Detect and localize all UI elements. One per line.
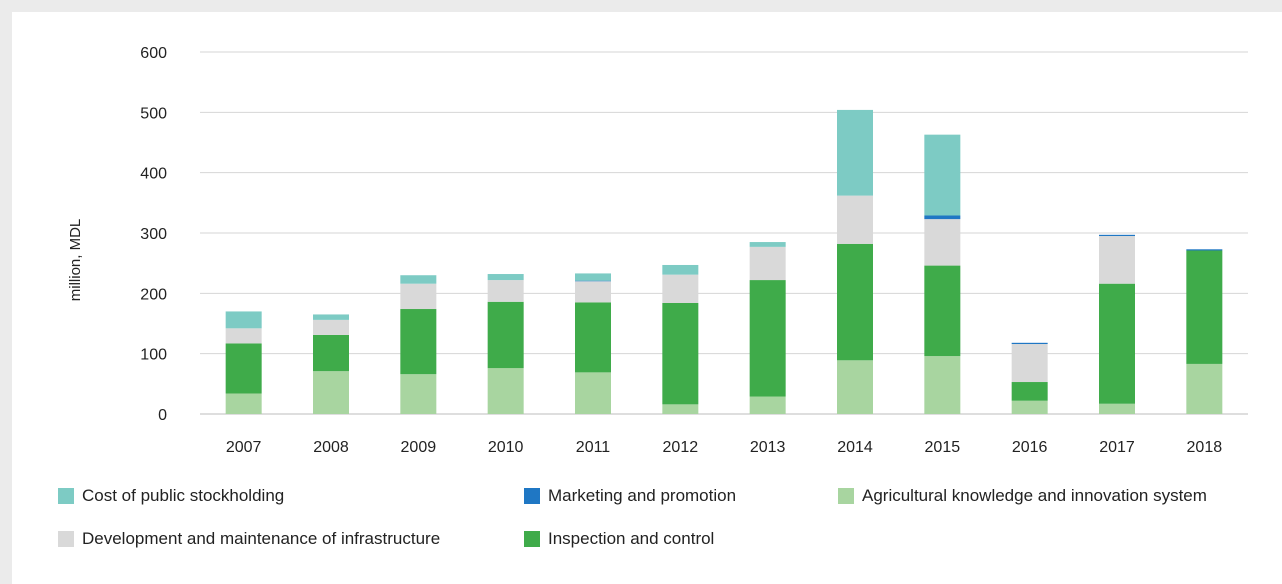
y-axis-title: million, MDL: [67, 219, 84, 302]
x-tick-label-2017: 2017: [1099, 439, 1135, 456]
bar-2007-cost-of-public-stockholding: [225, 311, 262, 329]
bar-2011-agricultural-knowledge-and-innovation-system: [575, 372, 611, 414]
bar-2011-inspection-and-control: [575, 302, 611, 373]
bar-2011-marketing-and-promotion: [575, 280, 611, 282]
bar-2014-development-and-maintenance-of-infrastructure: [837, 195, 873, 244]
bar-2008-inspection-and-control: [313, 334, 349, 372]
y-tick-label-100: 100: [140, 347, 167, 364]
bar-2012-development-and-maintenance-of-infrastructure: [662, 274, 699, 303]
grid-lines: [200, 51, 1248, 415]
x-tick-label-2008: 2008: [313, 439, 349, 456]
bar-2015-cost-of-public-stockholding: [924, 134, 961, 216]
x-tick-label-2010: 2010: [488, 439, 524, 456]
bar-2017-inspection-and-control: [1099, 283, 1135, 404]
x-tick-label-2016: 2016: [1012, 439, 1048, 456]
y-tick-label-300: 300: [140, 226, 167, 243]
bar-2009-agricultural-knowledge-and-innovation-system: [400, 374, 437, 414]
bar-2008-development-and-maintenance-of-infrastructure: [313, 319, 349, 335]
x-tick-label-2018: 2018: [1187, 439, 1223, 456]
chart-svg: 0 100 200 300 400 500 600 2007 2008 2009 2010 2011…: [67, 45, 1248, 456]
x-tick-label-2015: 2015: [925, 439, 961, 456]
y-tick-labels: 0 100 200 300 400 500 600: [140, 45, 167, 424]
bars: [225, 109, 1223, 414]
bar-2012-cost-of-public-stockholding: [662, 264, 699, 275]
y-tick-label-600: 600: [140, 45, 167, 62]
bar-2015-marketing-and-promotion: [924, 215, 961, 220]
bar-2013-cost-of-public-stockholding: [749, 242, 786, 247]
bar-2018-marketing-and-promotion: [1186, 249, 1223, 251]
bar-2016-marketing-and-promotion: [1011, 342, 1048, 345]
bar-2017-marketing-and-promotion: [1099, 234, 1135, 237]
x-tick-labels: 2007 2008 2009 2010 2011 2012 2013 2014 2015 2016…: [226, 439, 1222, 456]
bar-2009-cost-of-public-stockholding: [400, 275, 437, 284]
bar-2010-agricultural-knowledge-and-innovation-system: [487, 368, 524, 414]
bar-2010-development-and-maintenance-of-infrastructure: [487, 280, 524, 302]
bar-2014-agricultural-knowledge-and-innovation-system: [837, 360, 873, 414]
bar-2010-inspection-and-control: [487, 301, 524, 369]
bar-2018-inspection-and-control: [1186, 250, 1223, 364]
x-tick-label-2009: 2009: [401, 439, 437, 456]
bar-2015-inspection-and-control: [924, 265, 961, 357]
bar-2013-inspection-and-control: [749, 280, 786, 397]
y-tick-label-200: 200: [140, 286, 167, 303]
bar-2016-development-and-maintenance-of-infrastructure: [1011, 344, 1048, 383]
y-tick-label-0: 0: [158, 407, 167, 424]
bar-2011-cost-of-public-stockholding: [575, 273, 611, 281]
y-tick-label-400: 400: [140, 166, 167, 183]
y-tick-label-500: 500: [140, 105, 167, 122]
bar-2016-agricultural-knowledge-and-innovation-system: [1011, 400, 1048, 414]
bar-2012-agricultural-knowledge-and-innovation-system: [662, 404, 699, 414]
bar-2008-cost-of-public-stockholding: [313, 314, 349, 320]
bar-2014-inspection-and-control: [837, 243, 873, 361]
bar-2017-development-and-maintenance-of-infrastructure: [1099, 236, 1135, 284]
bar-2014-cost-of-public-stockholding: [837, 109, 873, 196]
bar-2008-agricultural-knowledge-and-innovation-system: [313, 371, 349, 414]
x-tick-label-2007: 2007: [226, 439, 262, 456]
x-tick-label-2011: 2011: [576, 439, 611, 456]
bar-2009-development-and-maintenance-of-infrastructure: [400, 283, 437, 310]
bar-2013-agricultural-knowledge-and-innovation-system: [749, 396, 786, 414]
bar-2015-agricultural-knowledge-and-innovation-system: [924, 356, 961, 414]
bar-2012-inspection-and-control: [662, 302, 699, 405]
bar-2011-development-and-maintenance-of-infrastructure: [575, 281, 611, 303]
bar-2018-agricultural-knowledge-and-innovation-system: [1186, 363, 1223, 414]
bar-2016-inspection-and-control: [1011, 382, 1048, 401]
x-tick-label-2013: 2013: [750, 439, 786, 456]
bar-2017-agricultural-knowledge-and-innovation-system: [1099, 403, 1135, 414]
x-tick-label-2012: 2012: [663, 439, 699, 456]
bar-2007-development-and-maintenance-of-infrastructure: [225, 328, 262, 344]
bar-2007-inspection-and-control: [225, 343, 262, 394]
bar-2010-cost-of-public-stockholding: [487, 274, 524, 281]
bar-2013-development-and-maintenance-of-infrastructure: [749, 246, 786, 281]
bar-2009-inspection-and-control: [400, 309, 437, 375]
bar-2007-agricultural-knowledge-and-innovation-system: [225, 393, 262, 414]
chart-frame: 0 100 200 300 400 500 600 2007 2008 2009 2010 2011…: [12, 12, 1282, 584]
x-tick-label-2014: 2014: [837, 439, 873, 456]
bar-2015-development-and-maintenance-of-infrastructure: [924, 219, 961, 266]
